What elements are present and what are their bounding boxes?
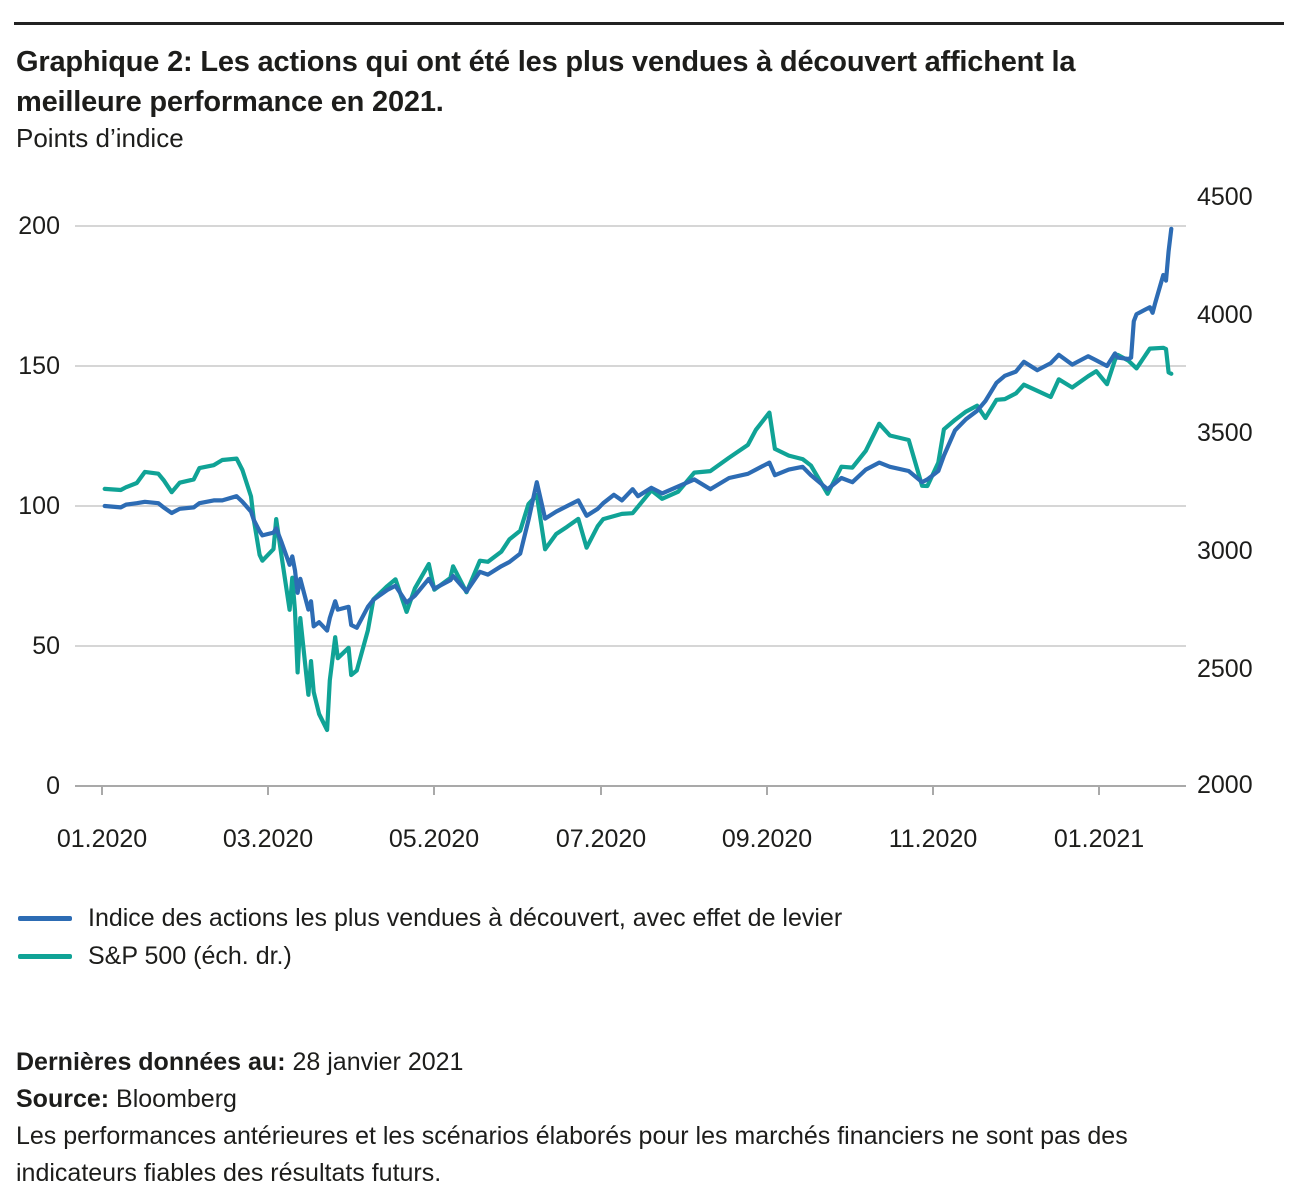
right-axis-label: 3500 <box>1197 419 1253 447</box>
right-axis-label: 2000 <box>1197 771 1253 799</box>
right-axis-label: 4500 <box>1197 183 1253 211</box>
legend-swatch-teal-line <box>18 953 72 959</box>
source-value: Bloomberg <box>109 1085 237 1113</box>
legend-label: S&P 500 (éch. dr.) <box>88 942 292 970</box>
right-axis-label: 2500 <box>1197 655 1253 683</box>
left-axis-label: 100 <box>18 492 60 520</box>
legend-item-sp500: S&P 500 (éch. dr.) <box>18 937 842 975</box>
disclaimer-text: Les performances antérieures et les scén… <box>16 1122 1128 1187</box>
left-axis-label: 200 <box>18 212 60 240</box>
last-data-value: 28 janvier 2021 <box>285 1048 464 1076</box>
x-axis-label: 11.2020 <box>889 825 978 853</box>
right-axis-label: 4000 <box>1197 301 1253 329</box>
most-shorted-index-line <box>102 226 1174 633</box>
left-axis-label: 150 <box>18 352 60 380</box>
line-chart: 200 150 100 50 0 4500 4000 3500 3000 250… <box>18 183 1253 853</box>
legend-swatch-blue-line <box>18 915 72 921</box>
left-axis-label: 0 <box>46 772 60 800</box>
left-axis-label: 50 <box>32 632 60 660</box>
chart-title-line2: meilleure performance en 2021. <box>16 86 444 118</box>
x-axis-label: 01.2020 <box>57 825 147 853</box>
legend: Indice des actions les plus vendues à dé… <box>18 899 842 975</box>
last-data-line: Dernières données au: 28 janvier 2021 <box>16 1044 1181 1081</box>
right-axis-label: 3000 <box>1197 537 1253 565</box>
x-axis-label: 03.2020 <box>223 825 313 853</box>
x-axis-label: 05.2020 <box>389 825 479 853</box>
x-axis-label: 07.2020 <box>556 825 646 853</box>
legend-item-most-shorted: Indice des actions les plus vendues à dé… <box>18 899 842 937</box>
top-rule <box>14 22 1284 25</box>
chart-title-line1: Graphique 2: Les actions qui ont été les… <box>16 46 1076 78</box>
source-label: Source: <box>16 1085 110 1113</box>
legend-label: Indice des actions les plus vendues à dé… <box>88 904 843 932</box>
footer-notes: Dernières données au: 28 janvier 2021 So… <box>16 1044 1181 1192</box>
sp500-line <box>102 345 1174 733</box>
chart-subtitle: Points d’indice <box>16 123 184 153</box>
source-line: Source: Bloomberg <box>16 1081 1181 1118</box>
chart-title: Graphique 2: Les actions qui ont été les… <box>16 42 1286 122</box>
last-data-label: Dernières données au: <box>16 1048 286 1076</box>
x-axis-label: 01.2021 <box>1054 825 1144 853</box>
x-axis-label: 09.2020 <box>722 825 812 853</box>
